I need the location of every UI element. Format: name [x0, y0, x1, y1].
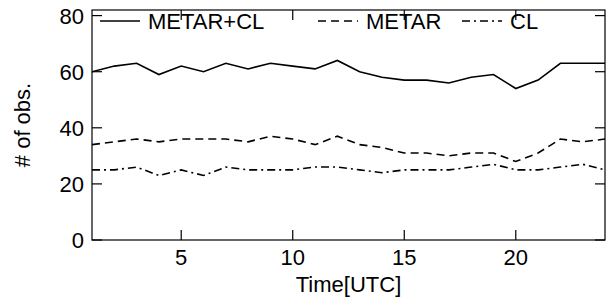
- y-tick: [595, 15, 605, 16]
- y-tick: [92, 15, 102, 16]
- y-tick-label: 40: [60, 116, 84, 141]
- legend-label: METAR: [366, 9, 441, 34]
- y-tick: [92, 127, 102, 128]
- series-line: [92, 164, 605, 175]
- legend-label: CL: [510, 9, 538, 34]
- series-group: [92, 60, 605, 175]
- y-tick-label: 80: [60, 4, 84, 29]
- y-tick-label: 60: [60, 60, 84, 85]
- plot-frame: [92, 10, 605, 240]
- y-tick: [92, 239, 102, 240]
- legend-swatch: [318, 20, 358, 22]
- y-tick: [595, 127, 605, 128]
- y-axis-label: # of obs.: [10, 83, 35, 167]
- x-tick: [292, 10, 293, 20]
- y-tick: [595, 239, 605, 240]
- chart: 0 20 40 60 80 5 10 15 20 Time[UTC] # of obs. METAR+…: [0, 0, 615, 301]
- x-axis-label: Time[UTC]: [296, 272, 402, 297]
- y-tick-label: 20: [60, 172, 84, 197]
- series-line: [92, 60, 605, 88]
- y-tick: [595, 71, 605, 72]
- legend-label: METAR+CL: [148, 9, 264, 34]
- y-tick: [595, 183, 605, 184]
- legend-swatch: [100, 20, 140, 22]
- legend-swatch: [462, 20, 502, 22]
- x-tick: [404, 230, 405, 240]
- x-tick: [292, 230, 293, 240]
- y-tick: [92, 183, 102, 184]
- x-tick-label: 20: [504, 245, 528, 270]
- x-tick: [181, 230, 182, 240]
- x-tick-label: 15: [392, 245, 416, 270]
- series-line: [92, 136, 605, 161]
- x-tick-label: 10: [280, 245, 304, 270]
- y-tick-label: 0: [72, 228, 84, 253]
- x-tick: [515, 230, 516, 240]
- x-tick-label: 5: [175, 245, 187, 270]
